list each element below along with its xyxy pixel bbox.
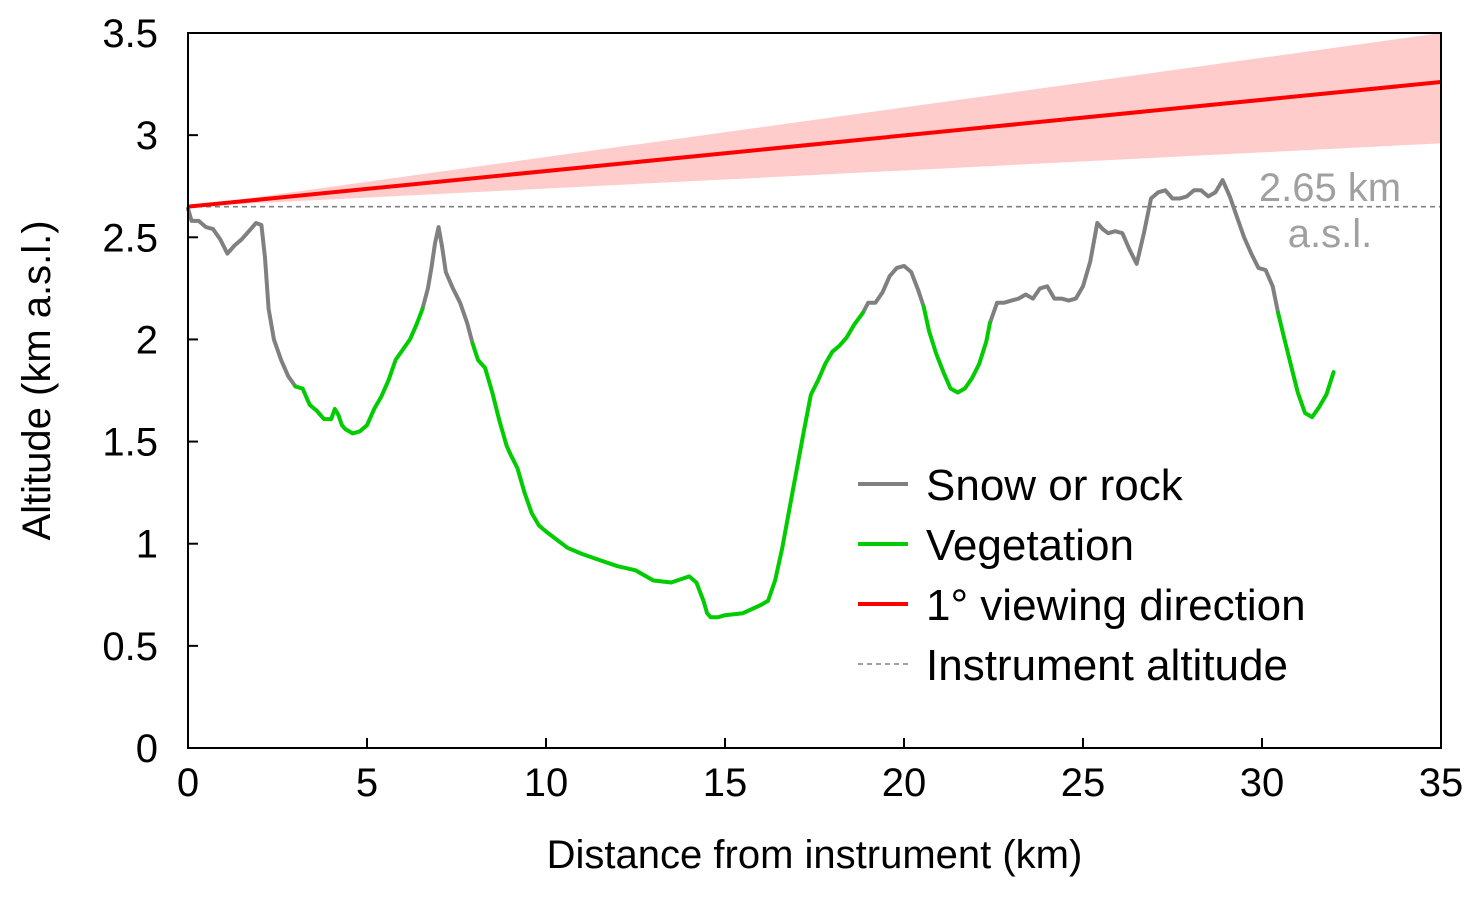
y-axis-ticks: 0 0.5 1 1.5 2 2.5 3 3.5 [102,12,198,771]
plot-area [186,33,1442,620]
snow-rock-segment-2 [420,225,475,346]
x-tick-label: 35 [1419,761,1464,805]
snow-rock-segment-4 [987,178,1281,326]
snow-rock-segment-1 [186,206,298,389]
x-tick-label: 0 [177,761,199,805]
legend-label: Vegetation [926,521,1134,570]
y-tick-label: 3 [136,114,158,158]
x-tick-label: 25 [1061,761,1106,805]
y-tick-label: 3.5 [102,12,158,56]
y-tick-label: 2.5 [102,216,158,260]
snow-rock-segment-3 [860,263,926,315]
annotation-asl-label: a.s.l. [1288,212,1372,256]
y-tick-label: 1 [136,523,158,567]
plot-frame [187,32,1442,749]
annotation-altitude-value: 2.65 km [1259,166,1401,210]
x-tick-label: 10 [524,761,569,805]
x-axis-title: Distance from instrument (km) [547,833,1083,877]
y-tick-label: 2 [136,318,158,362]
x-tick-label: 30 [1240,761,1285,805]
legend: Snow or rock Vegetation 1° viewing directi… [858,461,1306,690]
viewing-direction-band [188,33,1441,207]
x-tick-label: 20 [882,761,927,805]
x-tick-label: 5 [356,761,378,805]
x-axis-ticks: 0 5 10 15 20 25 30 35 [177,738,1463,805]
axes: 0 5 10 15 20 25 30 35 0 0.5 1 1.5 2 2.5 3 3.5 Distance… [15,12,1463,877]
viewing-direction-line [187,80,1442,209]
legend-label: 1° viewing direction [926,581,1306,630]
instrument-altitude-annotation: 2.65 km a.s.l. [1259,166,1401,256]
vegetation-segment-1 [293,306,425,436]
vegetation-segment-2 [470,310,865,620]
x-tick-label: 15 [703,761,748,805]
y-tick-label: 1.5 [102,421,158,465]
y-tick-label: 0 [136,727,158,771]
vegetation-segment-3 [921,304,992,395]
y-axis-title: Altitude (km a.s.l.) [15,220,59,540]
vegetation-segment-4 [1276,310,1336,420]
legend-label: Instrument altitude [926,641,1288,690]
legend-label: Snow or rock [926,461,1184,510]
y-tick-label: 0.5 [102,625,158,669]
